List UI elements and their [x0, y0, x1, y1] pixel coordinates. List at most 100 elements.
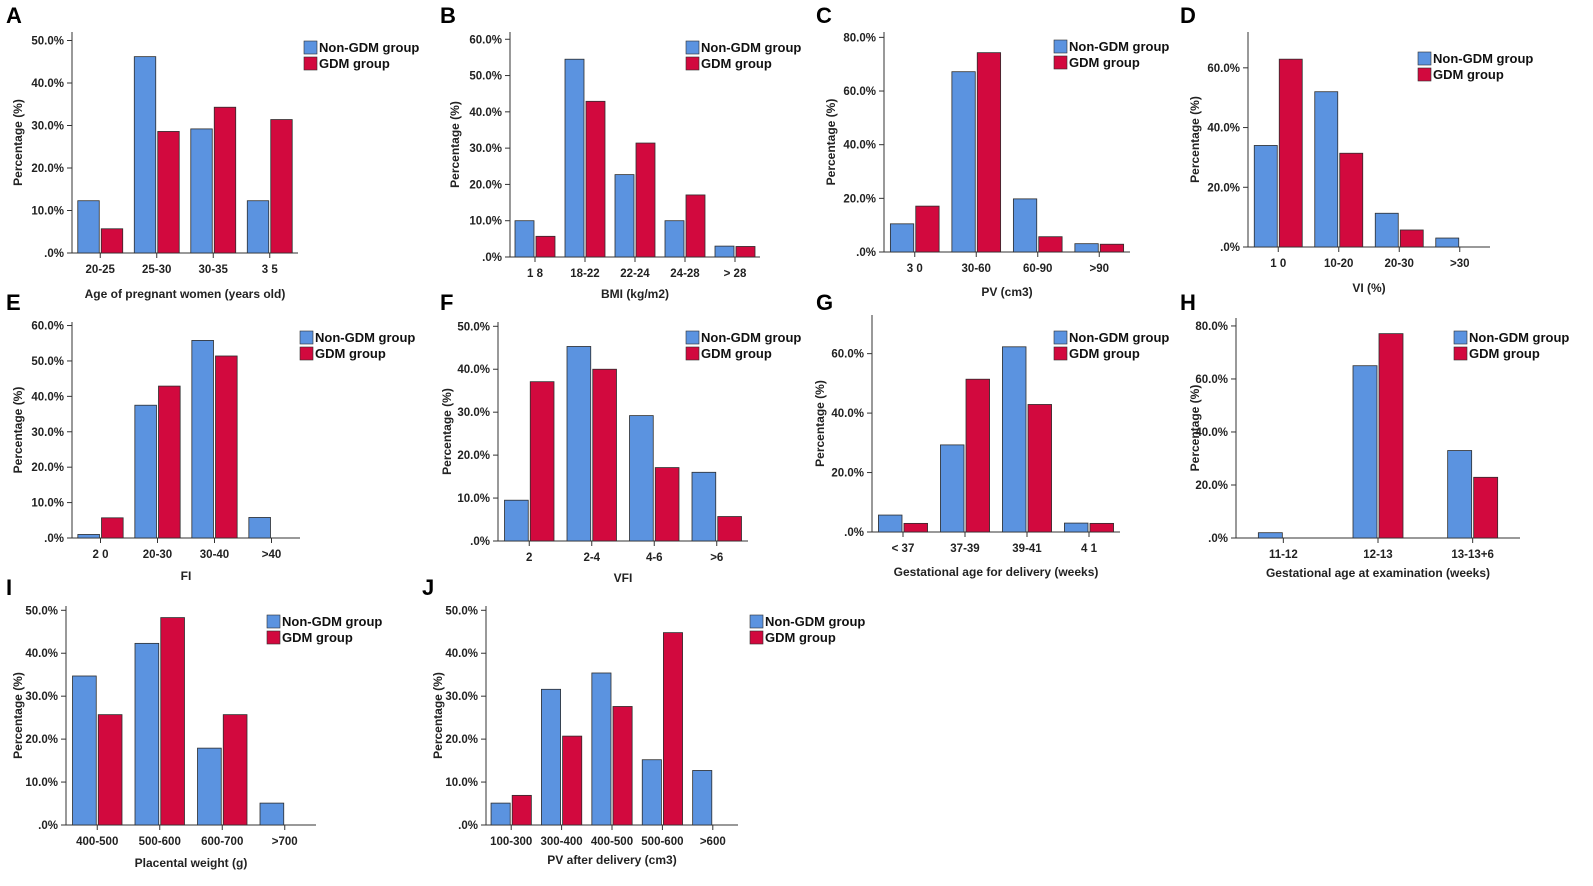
x-category-label-j: >600	[700, 836, 726, 848]
x-axis-title-d: VI (%)	[1352, 281, 1385, 295]
bar-gdm-c	[976, 52, 1002, 253]
bar-non-gdm-i	[259, 802, 285, 826]
y-tick-label-a: 10.0%	[31, 206, 64, 218]
y-tick-label-d: 20.0%	[1207, 182, 1240, 194]
y-tick-label-f: 30.0%	[457, 407, 490, 419]
y-tick-label-a: 50.0%	[31, 36, 64, 48]
legend-swatch-non-gdm	[685, 40, 700, 55]
y-tick-label-h: 40.0%	[1195, 427, 1228, 439]
bar-gdm-b	[635, 142, 656, 258]
legend-label-non-gdm: Non-GDM group	[282, 614, 382, 629]
bar-gdm-c	[1099, 243, 1125, 253]
bar-non-gdm-g	[1002, 346, 1027, 533]
x-category-label-g: 37-39	[950, 543, 979, 555]
legend-label-gdm: GDM group	[1069, 346, 1140, 361]
x-category-label-d: >30	[1450, 258, 1470, 270]
x-category-label-j: 500-600	[641, 836, 683, 848]
x-axis-title-g: Gestational age for delivery (weeks)	[894, 565, 1099, 579]
bar-gdm-b	[535, 235, 556, 258]
y-tick-label-c: 40.0%	[843, 140, 876, 152]
x-axis-title-i: Placental weight (g)	[135, 856, 248, 870]
bar-non-gdm-i	[72, 675, 97, 826]
bar-non-gdm-b	[514, 220, 535, 258]
legend-swatch-gdm	[1053, 346, 1068, 361]
bar-gdm-b	[585, 100, 606, 258]
bar-gdm-b	[685, 194, 706, 258]
y-tick-label-j: 50.0%	[445, 605, 478, 617]
x-category-label-b: 24-28	[670, 268, 700, 280]
x-category-label-e: 2 0	[93, 549, 109, 561]
legend-swatch-gdm	[266, 630, 281, 645]
bar-gdm-b	[735, 246, 756, 258]
legend-label-gdm: GDM group	[1469, 346, 1540, 361]
bar-gdm-c	[915, 205, 940, 253]
legend-swatch-non-gdm	[1453, 330, 1468, 345]
panel-letter-e: E	[6, 290, 21, 315]
y-tick-label-i: 50.0%	[25, 605, 58, 617]
x-category-label-a: 25-30	[142, 264, 171, 276]
x-category-label-f: 4-6	[646, 552, 663, 564]
legend-swatch-non-gdm	[749, 614, 764, 629]
x-category-label-i: 400-500	[76, 836, 118, 848]
legend-swatch-gdm	[303, 56, 318, 71]
y-tick-label-g: .0%	[844, 527, 864, 539]
y-tick-label-c: 80.0%	[843, 32, 876, 44]
x-category-label-f: 2	[526, 552, 532, 564]
legend-label-non-gdm: Non-GDM group	[1433, 51, 1533, 66]
y-tick-label-i: 10.0%	[25, 777, 58, 789]
bar-gdm-h	[1378, 333, 1404, 539]
legend-label-non-gdm: Non-GDM group	[701, 330, 801, 345]
bar-non-gdm-d	[1374, 212, 1399, 248]
bar-gdm-a	[100, 228, 124, 254]
y-tick-label-e: 60.0%	[31, 321, 64, 333]
legend-swatch-gdm	[685, 56, 700, 71]
x-category-label-a: 20-25	[86, 264, 116, 276]
bar-non-gdm-g	[940, 444, 965, 533]
x-category-label-c: 3 0	[907, 263, 923, 275]
bar-gdm-g	[1089, 522, 1114, 533]
y-tick-label-i: .0%	[38, 820, 58, 832]
y-tick-label-e: 40.0%	[31, 391, 64, 403]
x-category-label-e: 30-40	[200, 549, 229, 561]
legend-label-gdm: GDM group	[765, 630, 836, 645]
legend-label-non-gdm: Non-GDM group	[1069, 330, 1169, 345]
legend-swatch-gdm	[299, 346, 314, 361]
y-tick-label-c: 20.0%	[843, 193, 876, 205]
panel-letter-b: B	[440, 3, 456, 28]
y-tick-label-b: 40.0%	[469, 107, 502, 119]
x-category-label-g: < 37	[892, 543, 915, 555]
bar-non-gdm-c	[951, 71, 976, 253]
y-tick-label-e: .0%	[44, 533, 64, 545]
legend-label-non-gdm: Non-GDM group	[319, 40, 419, 55]
x-category-label-j: 300-400	[540, 836, 582, 848]
x-category-label-d: 20-30	[1385, 258, 1414, 270]
legend-swatch-gdm	[1053, 55, 1068, 70]
y-axis-title-h: Percentage (%)	[1188, 385, 1202, 472]
y-tick-label-b: 30.0%	[469, 143, 502, 155]
y-axis-title-b: Percentage (%)	[448, 101, 462, 188]
bar-gdm-j	[511, 794, 532, 826]
x-category-label-h: 11-12	[1269, 549, 1298, 561]
bar-gdm-g	[903, 522, 928, 533]
y-axis-title-i: Percentage (%)	[11, 672, 25, 759]
y-tick-label-b: 20.0%	[469, 179, 502, 191]
bar-non-gdm-i	[134, 642, 160, 826]
y-axis-title-c: Percentage (%)	[824, 99, 838, 186]
x-category-label-e: 20-30	[143, 549, 172, 561]
y-tick-label-b: .0%	[482, 252, 502, 264]
bar-non-gdm-h	[1257, 532, 1283, 539]
y-axis-title-e: Percentage (%)	[11, 387, 25, 474]
chart-panel-b: B .0% 10.0% 20.0% 30.0% 40.0% 50.0% 60.0% Percen…	[440, 3, 801, 301]
bar-non-gdm-a	[246, 200, 270, 254]
bar-non-gdm-f	[566, 346, 592, 542]
x-category-label-b: 18-22	[570, 268, 599, 280]
x-axis-title-c: PV (cm3)	[981, 285, 1032, 299]
bar-non-gdm-a	[190, 128, 213, 254]
bar-non-gdm-e	[191, 340, 214, 539]
